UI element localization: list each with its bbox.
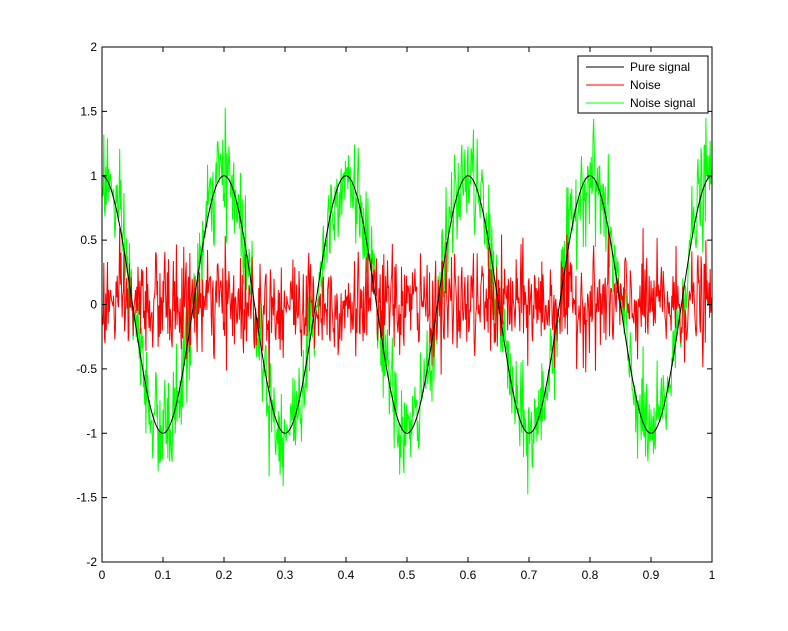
y-tick-label: 2 (90, 40, 97, 54)
y-tick-label: 0.5 (80, 233, 97, 247)
x-tick-label: 0.1 (155, 568, 172, 582)
x-tick-label: 0.5 (399, 568, 416, 582)
x-tick-label: 0.8 (582, 568, 599, 582)
y-tick-label: 1 (90, 169, 97, 183)
x-tick-label: 0.2 (216, 568, 233, 582)
y-axis: -2 -1.5 -1 -0.5 0 0.5 1 1.5 2 (76, 40, 712, 569)
x-tick-label: 0 (99, 568, 106, 582)
legend-label-noise: Noise (630, 78, 661, 92)
legend-label-noise-signal: Noise signal (630, 96, 695, 110)
y-tick-label: -2 (86, 555, 97, 569)
y-tick-label: 1.5 (80, 104, 97, 118)
series-layer (101, 107, 713, 495)
x-tick-label: 1 (709, 568, 716, 582)
y-tick-label: -0.5 (76, 362, 97, 376)
x-tick-label: 0.4 (338, 568, 355, 582)
x-tick-label: 0.6 (460, 568, 477, 582)
x-tick-label: 0.7 (521, 568, 538, 582)
y-tick-label: -1 (86, 426, 97, 440)
x-tick-label: 0.9 (643, 568, 660, 582)
x-axis: 0 0.1 0.2 0.3 0.4 0.5 0.6 0.7 0.8 0.9 1 (99, 47, 716, 582)
series-line-noise (101, 227, 713, 389)
legend-label-pure-signal: Pure signal (630, 60, 690, 74)
y-tick-label: 0 (90, 298, 97, 312)
y-tick-label: -1.5 (76, 491, 97, 505)
x-tick-label: 0.3 (277, 568, 294, 582)
legend: Pure signal Noise Noise signal (577, 55, 709, 114)
series-line-pure-signal (101, 175, 713, 434)
